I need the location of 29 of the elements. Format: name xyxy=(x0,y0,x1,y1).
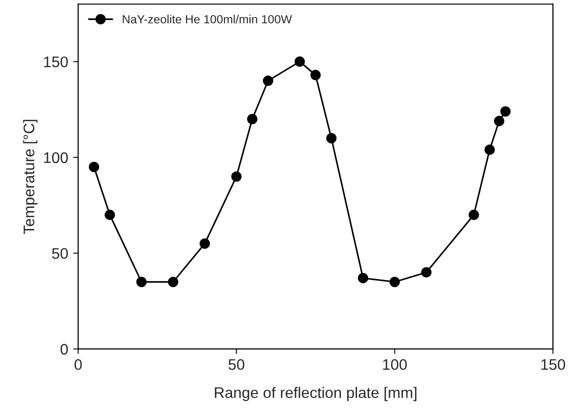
point xyxy=(484,144,495,155)
point xyxy=(168,276,178,288)
point xyxy=(500,106,511,117)
point xyxy=(294,56,305,67)
point xyxy=(104,210,116,220)
point xyxy=(247,114,258,124)
y-tick-label: 0 xyxy=(60,344,68,355)
point xyxy=(494,116,504,126)
point xyxy=(262,76,274,86)
point xyxy=(136,276,147,288)
x-tick-label: 50 xyxy=(228,359,244,370)
legend-label: NaY-zeolite He 100ml/min 100W xyxy=(122,14,292,24)
point xyxy=(421,267,432,278)
y-axis-title: Temperature [°C] xyxy=(23,120,38,234)
point xyxy=(231,171,242,182)
x-axis-title: Range of reflection plate [mm] xyxy=(214,386,416,402)
x-tick-label: 100 xyxy=(383,359,407,370)
point xyxy=(310,70,321,80)
x-tick-label: 0 xyxy=(74,359,82,370)
y-tick-label: 100 xyxy=(44,152,68,164)
point xyxy=(389,276,400,288)
y-tick-label: 50 xyxy=(52,248,68,259)
point xyxy=(88,162,100,172)
x-tick-label: 150 xyxy=(541,359,566,370)
point xyxy=(358,272,368,284)
point xyxy=(200,238,210,249)
y-tick-label: 150 xyxy=(44,56,68,68)
point xyxy=(468,210,480,220)
point xyxy=(326,133,337,144)
